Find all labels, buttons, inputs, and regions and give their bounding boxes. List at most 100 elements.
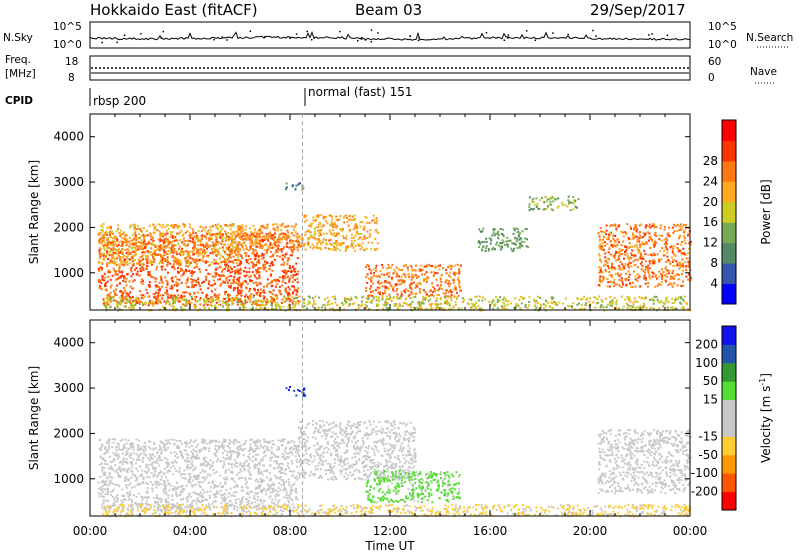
data-cell — [171, 305, 173, 307]
data-cell — [226, 249, 228, 251]
data-cell — [458, 282, 460, 284]
data-cell — [647, 254, 649, 256]
data-cell — [358, 307, 360, 309]
data-cell — [98, 241, 100, 243]
data-cell — [118, 251, 120, 253]
data-cell — [256, 277, 258, 279]
data-cell — [638, 241, 640, 243]
data-cell — [151, 242, 153, 244]
data-cell — [332, 296, 334, 298]
data-cell — [359, 248, 361, 250]
data-cell — [161, 286, 163, 288]
data-cell — [285, 273, 287, 275]
data-cell — [323, 216, 325, 218]
data-cell — [628, 247, 630, 249]
data-cell — [429, 298, 431, 300]
data-cell — [105, 282, 107, 284]
data-cell — [320, 226, 322, 228]
data-cell — [529, 209, 531, 211]
nsearch-point — [116, 42, 118, 44]
data-cell — [205, 279, 207, 281]
data-cell — [268, 248, 270, 250]
data-cell — [392, 288, 394, 290]
data-cell — [361, 296, 363, 298]
data-cell — [685, 224, 687, 226]
data-cell — [375, 296, 377, 298]
data-cell — [235, 254, 237, 256]
data-cell — [200, 239, 202, 241]
data-cell — [433, 274, 435, 276]
data-cell — [156, 266, 158, 268]
data-cell — [378, 292, 380, 294]
data-cell — [190, 278, 192, 280]
data-cell — [337, 234, 339, 236]
data-cell — [325, 239, 327, 241]
data-cell — [211, 305, 213, 307]
data-cell — [270, 487, 272, 489]
data-cell — [175, 487, 177, 489]
data-cell — [231, 223, 233, 225]
data-cell — [678, 296, 680, 298]
data-cell — [449, 283, 451, 285]
data-cell — [394, 271, 396, 273]
data-cell — [411, 283, 413, 285]
data-cell — [663, 229, 665, 231]
data-cell — [293, 306, 295, 308]
data-cell — [121, 237, 123, 239]
data-cell — [114, 438, 116, 440]
data-cell — [484, 298, 486, 300]
data-cell — [237, 304, 239, 306]
data-cell — [529, 296, 531, 298]
data-cell — [665, 241, 667, 243]
data-cell — [445, 289, 447, 291]
data-cell — [372, 283, 374, 285]
data-cell — [332, 249, 334, 251]
data-cell — [246, 271, 248, 273]
data-cell — [179, 260, 181, 262]
data-cell — [453, 295, 455, 297]
data-cell — [552, 200, 554, 202]
data-cell — [139, 245, 141, 247]
data-cell — [224, 258, 226, 260]
data-cell — [225, 261, 227, 263]
data-cell — [272, 254, 274, 256]
nave-tick-top: 60 — [708, 56, 721, 68]
data-cell — [481, 241, 483, 243]
data-cell — [257, 496, 259, 498]
nsearch-label: N.Search — [746, 32, 793, 44]
data-cell — [399, 283, 401, 285]
data-cell — [118, 443, 120, 445]
data-cell — [360, 226, 362, 228]
data-cell — [201, 236, 203, 238]
data-cell — [257, 284, 259, 286]
data-cell — [402, 305, 404, 307]
data-cell — [629, 282, 631, 284]
data-cell — [193, 253, 195, 255]
data-cell — [645, 233, 647, 235]
data-cell — [364, 216, 366, 218]
data-cell — [637, 306, 639, 308]
data-cell — [146, 259, 148, 261]
data-cell — [247, 296, 249, 298]
data-cell — [677, 243, 679, 245]
nsearch-point — [226, 39, 228, 41]
data-cell — [355, 235, 357, 237]
data-cell — [524, 237, 526, 239]
data-cell — [613, 267, 615, 269]
data-cell — [279, 224, 281, 226]
data-cell — [159, 240, 161, 242]
data-cell — [323, 233, 325, 235]
data-cell — [275, 489, 277, 491]
data-cell — [207, 273, 209, 275]
data-cell — [611, 264, 613, 266]
nsearch-point — [311, 39, 313, 41]
data-cell — [266, 228, 268, 230]
data-cell — [108, 445, 110, 447]
data-cell — [573, 202, 575, 204]
data-cell — [570, 209, 572, 211]
data-cell — [388, 307, 390, 309]
data-cell — [162, 247, 164, 249]
data-cell — [244, 267, 246, 269]
data-cell — [182, 235, 184, 237]
